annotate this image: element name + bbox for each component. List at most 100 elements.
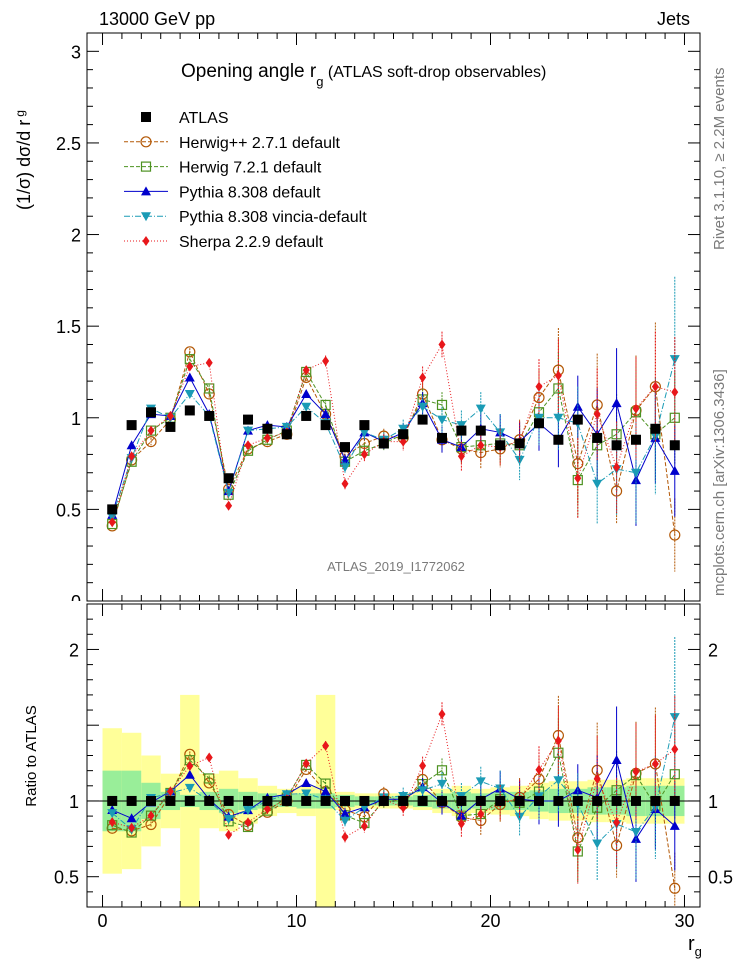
x-axis-label-text: r bbox=[688, 933, 695, 955]
y-tick-label: 2 bbox=[71, 226, 81, 246]
data-point bbox=[107, 795, 118, 806]
legend-entry: ATLAS bbox=[141, 110, 229, 127]
y-axis-label-ratio: Ratio to ATLAS bbox=[23, 705, 40, 806]
data-point bbox=[475, 425, 486, 436]
ratio-frame bbox=[86, 603, 701, 908]
y-tick-label-right: 2 bbox=[708, 640, 718, 660]
data-point bbox=[223, 488, 234, 498]
data-point bbox=[475, 404, 486, 414]
data-point bbox=[398, 795, 409, 806]
data-point bbox=[417, 795, 428, 806]
data-point bbox=[128, 451, 136, 462]
data-point bbox=[320, 409, 331, 419]
data-point bbox=[592, 432, 603, 443]
data-point bbox=[166, 410, 174, 421]
data-point bbox=[108, 817, 116, 828]
data-point bbox=[438, 339, 446, 350]
data-point bbox=[593, 409, 601, 420]
data-point bbox=[477, 808, 485, 819]
x-tick-label: 20 bbox=[480, 911, 500, 931]
data-point bbox=[128, 822, 136, 833]
legend-marker bbox=[141, 112, 151, 122]
y-tick-label: 3 bbox=[71, 42, 81, 62]
data-point bbox=[360, 449, 368, 460]
data-point bbox=[165, 421, 176, 432]
data-point bbox=[378, 795, 389, 806]
data-point bbox=[243, 414, 254, 425]
x-axis-label-sub: g bbox=[695, 944, 702, 959]
data-point bbox=[574, 844, 582, 855]
data-point bbox=[320, 420, 331, 431]
series-herwig-2-7-1-default bbox=[106, 322, 681, 572]
data-point bbox=[651, 381, 659, 392]
data-point bbox=[204, 795, 215, 806]
data-point bbox=[553, 383, 564, 394]
legend-marker bbox=[141, 186, 151, 196]
series-sherpa-2-2-9-default bbox=[108, 695, 679, 884]
data-point bbox=[166, 786, 174, 797]
y-tick-label: 0.5 bbox=[56, 500, 81, 520]
data-point bbox=[671, 744, 679, 755]
y-tick-label: 1 bbox=[71, 409, 81, 429]
data-point bbox=[301, 777, 312, 787]
legend-entry: Pythia 8.308 default bbox=[124, 184, 321, 201]
data-point bbox=[593, 773, 601, 784]
legend-entry: Sherpa 2.2.9 default bbox=[124, 234, 324, 251]
legend-label: Herwig 7.2.1 default bbox=[179, 160, 322, 177]
data-point bbox=[301, 789, 312, 799]
data-point bbox=[204, 410, 215, 421]
data-point bbox=[533, 795, 544, 806]
legend-entry: Herwig++ 2.7.1 default bbox=[124, 135, 341, 152]
data-point bbox=[225, 500, 233, 511]
legend-entry: Herwig 7.2.1 default bbox=[124, 160, 322, 177]
data-point bbox=[611, 398, 622, 408]
data-point bbox=[630, 827, 641, 837]
x-axis-label: rg bbox=[688, 933, 702, 959]
data-point bbox=[243, 795, 254, 806]
watermark: ATLAS_2019_I1772062 bbox=[327, 559, 465, 574]
data-point bbox=[669, 795, 680, 806]
data-point bbox=[553, 776, 564, 786]
data-point bbox=[262, 423, 273, 434]
data-point bbox=[165, 795, 176, 806]
series-line bbox=[111, 350, 676, 536]
data-point bbox=[359, 428, 370, 438]
data-point bbox=[244, 440, 252, 451]
data-point bbox=[475, 777, 486, 787]
legend-marker bbox=[140, 136, 152, 148]
data-point bbox=[146, 407, 157, 418]
data-point bbox=[126, 795, 137, 806]
data-point bbox=[436, 432, 447, 443]
mcplots-label: mcplots.cern.ch [arXiv:1306.3436] bbox=[711, 369, 728, 596]
data-point bbox=[186, 760, 194, 771]
legend-marker bbox=[141, 212, 151, 222]
data-point bbox=[535, 381, 543, 392]
y-tick-label: 2.5 bbox=[56, 134, 81, 154]
data-point bbox=[436, 765, 448, 776]
data-point bbox=[205, 752, 213, 763]
data-point bbox=[475, 795, 486, 806]
data-point bbox=[184, 372, 195, 382]
y-tick-label: 2 bbox=[69, 640, 79, 660]
series-line bbox=[111, 343, 675, 523]
data-point bbox=[107, 809, 118, 819]
rivet-version-label: Rivet 3.1.10, ≥ 2.2M events bbox=[711, 68, 728, 251]
series-pythia-8-308-vincia-default bbox=[107, 276, 680, 525]
series-line bbox=[111, 358, 676, 525]
data-point bbox=[533, 418, 544, 429]
data-point bbox=[320, 795, 331, 806]
data-point bbox=[204, 383, 215, 394]
data-point bbox=[223, 815, 234, 825]
legend: ATLAS Herwig++ 2.7.1 default Herwig 7.2.1 … bbox=[124, 110, 367, 251]
data-point bbox=[417, 786, 428, 796]
data-point bbox=[126, 440, 137, 450]
data-point bbox=[145, 435, 157, 448]
data-point bbox=[322, 355, 330, 366]
data-point bbox=[650, 432, 661, 442]
data-point bbox=[126, 813, 137, 823]
y-tick-label: 1 bbox=[69, 792, 79, 812]
data-point bbox=[184, 769, 195, 779]
data-point bbox=[669, 882, 681, 894]
data-point bbox=[436, 415, 447, 425]
data-point bbox=[419, 372, 427, 383]
